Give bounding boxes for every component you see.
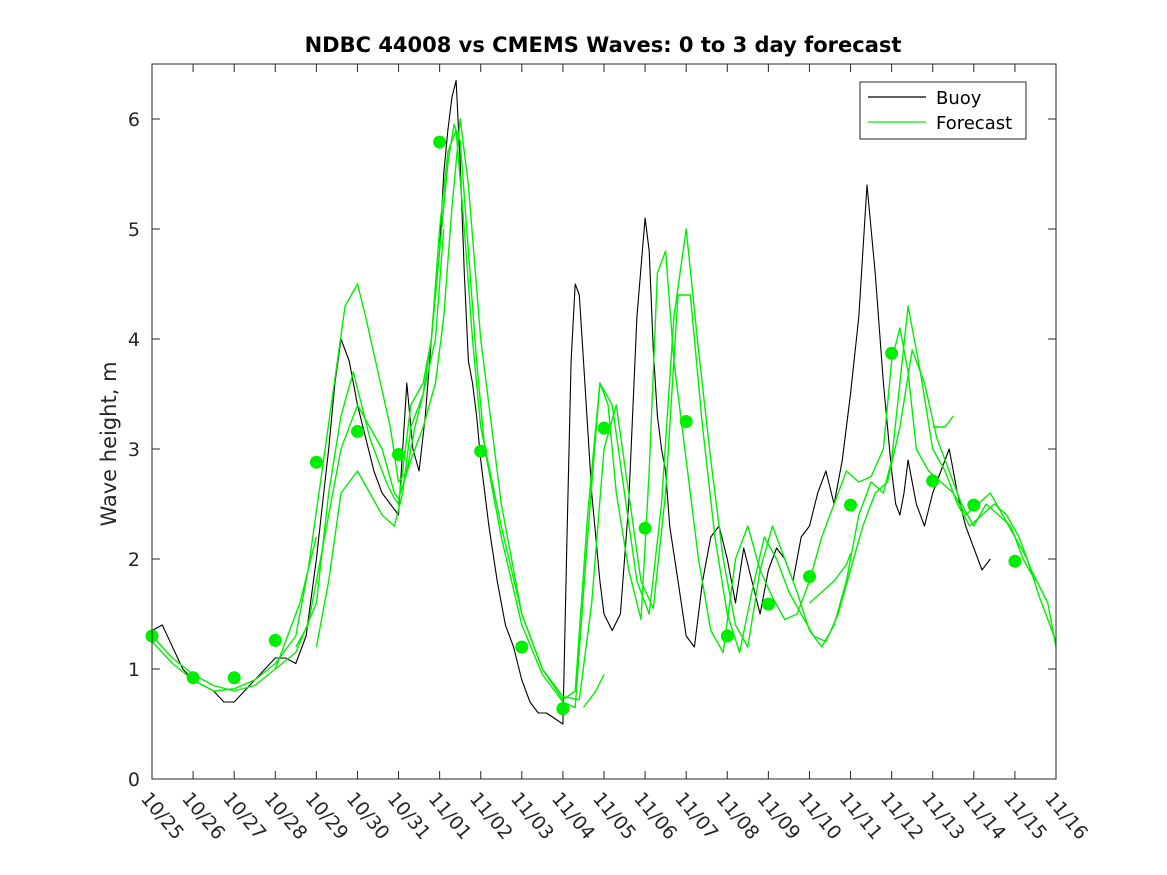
x-tick-label: 10/27 [218,788,270,844]
x-tick-label: 11/16 [1040,788,1092,844]
x-tick-label: 11/10 [794,788,846,844]
forecast-line-5 [582,674,605,708]
x-tick-label: 10/29 [301,788,353,844]
forecast-line-6 [809,553,852,604]
x-tick-label: 11/01 [424,788,476,844]
forecast-marker [556,702,570,716]
legend-buoy-label: Buoy [936,88,982,109]
forecast-marker [392,448,405,461]
forecast-marker [885,346,899,360]
x-tick-label: 11/09 [753,788,805,844]
y-tick-label: 2 [128,549,140,571]
forecast-marker [761,597,775,611]
x-tick-label: 11/14 [958,788,1010,844]
y-tick-label: 5 [128,219,140,241]
y-tick-label: 3 [128,439,140,461]
y-tick-label: 0 [128,769,140,791]
x-tick-label: 11/04 [547,788,599,844]
legend-box [859,81,1027,140]
forecast-marker [803,570,816,584]
forecast-line-4 [274,536,318,670]
forecast-marker [679,415,693,428]
x-tick-label: 11/15 [999,788,1051,844]
forecast-line-2 [295,118,1037,701]
x-tick-label: 10/30 [342,788,394,844]
forecast-marker [433,135,447,149]
forecast-marker [638,521,652,535]
x-tick-label: 10/26 [177,788,229,844]
forecast-marker [1008,554,1022,568]
x-tick-label: 11/03 [506,788,558,844]
legend: Buoy Forecast [859,81,1027,140]
x-tick-label: 10/31 [383,788,435,844]
forecast-marker [227,671,241,685]
chart-title: NDBC 44008 vs CMEMS Waves: 0 to 3 day fo… [305,33,902,57]
forecast-marker-layer [145,135,1022,716]
forecast-layer [151,118,1057,709]
x-tick-label: 11/06 [629,788,681,844]
x-tick-label: 11/12 [876,788,928,844]
x-tick-label: 11/07 [670,788,722,844]
forecast-marker [186,671,200,685]
forecast-marker [844,498,857,512]
y-tick-label: 4 [128,329,140,351]
forecast-marker [351,424,364,438]
forecast-marker [720,629,734,643]
forecast-marker [474,444,488,458]
x-tick-label: 10/28 [259,788,311,844]
plot-area [152,64,1056,779]
x-tick-label: 11/05 [588,788,640,844]
forecast-marker [515,640,529,654]
legend-forecast-label: Forecast [936,113,1012,134]
y-axis-label: Wave height, m [97,361,121,526]
x-tick-label: 11/13 [917,788,969,844]
x-tick-label: 11/08 [711,788,763,844]
forecast-marker [967,498,981,512]
x-tick-label: 11/11 [835,788,887,844]
x-tick-label: 10/25 [136,788,188,844]
y-tick-label: 1 [128,659,140,681]
forecast-marker [926,474,940,488]
forecast-line-7 [932,415,954,428]
forecast-marker [309,455,323,469]
x-tick-label: 11/02 [465,788,517,844]
forecast-line-1 [151,129,1057,701]
forecast-line-3 [315,228,445,648]
forecast-marker [597,421,611,435]
forecast-marker [268,633,282,647]
y-tick-label: 6 [128,109,140,131]
